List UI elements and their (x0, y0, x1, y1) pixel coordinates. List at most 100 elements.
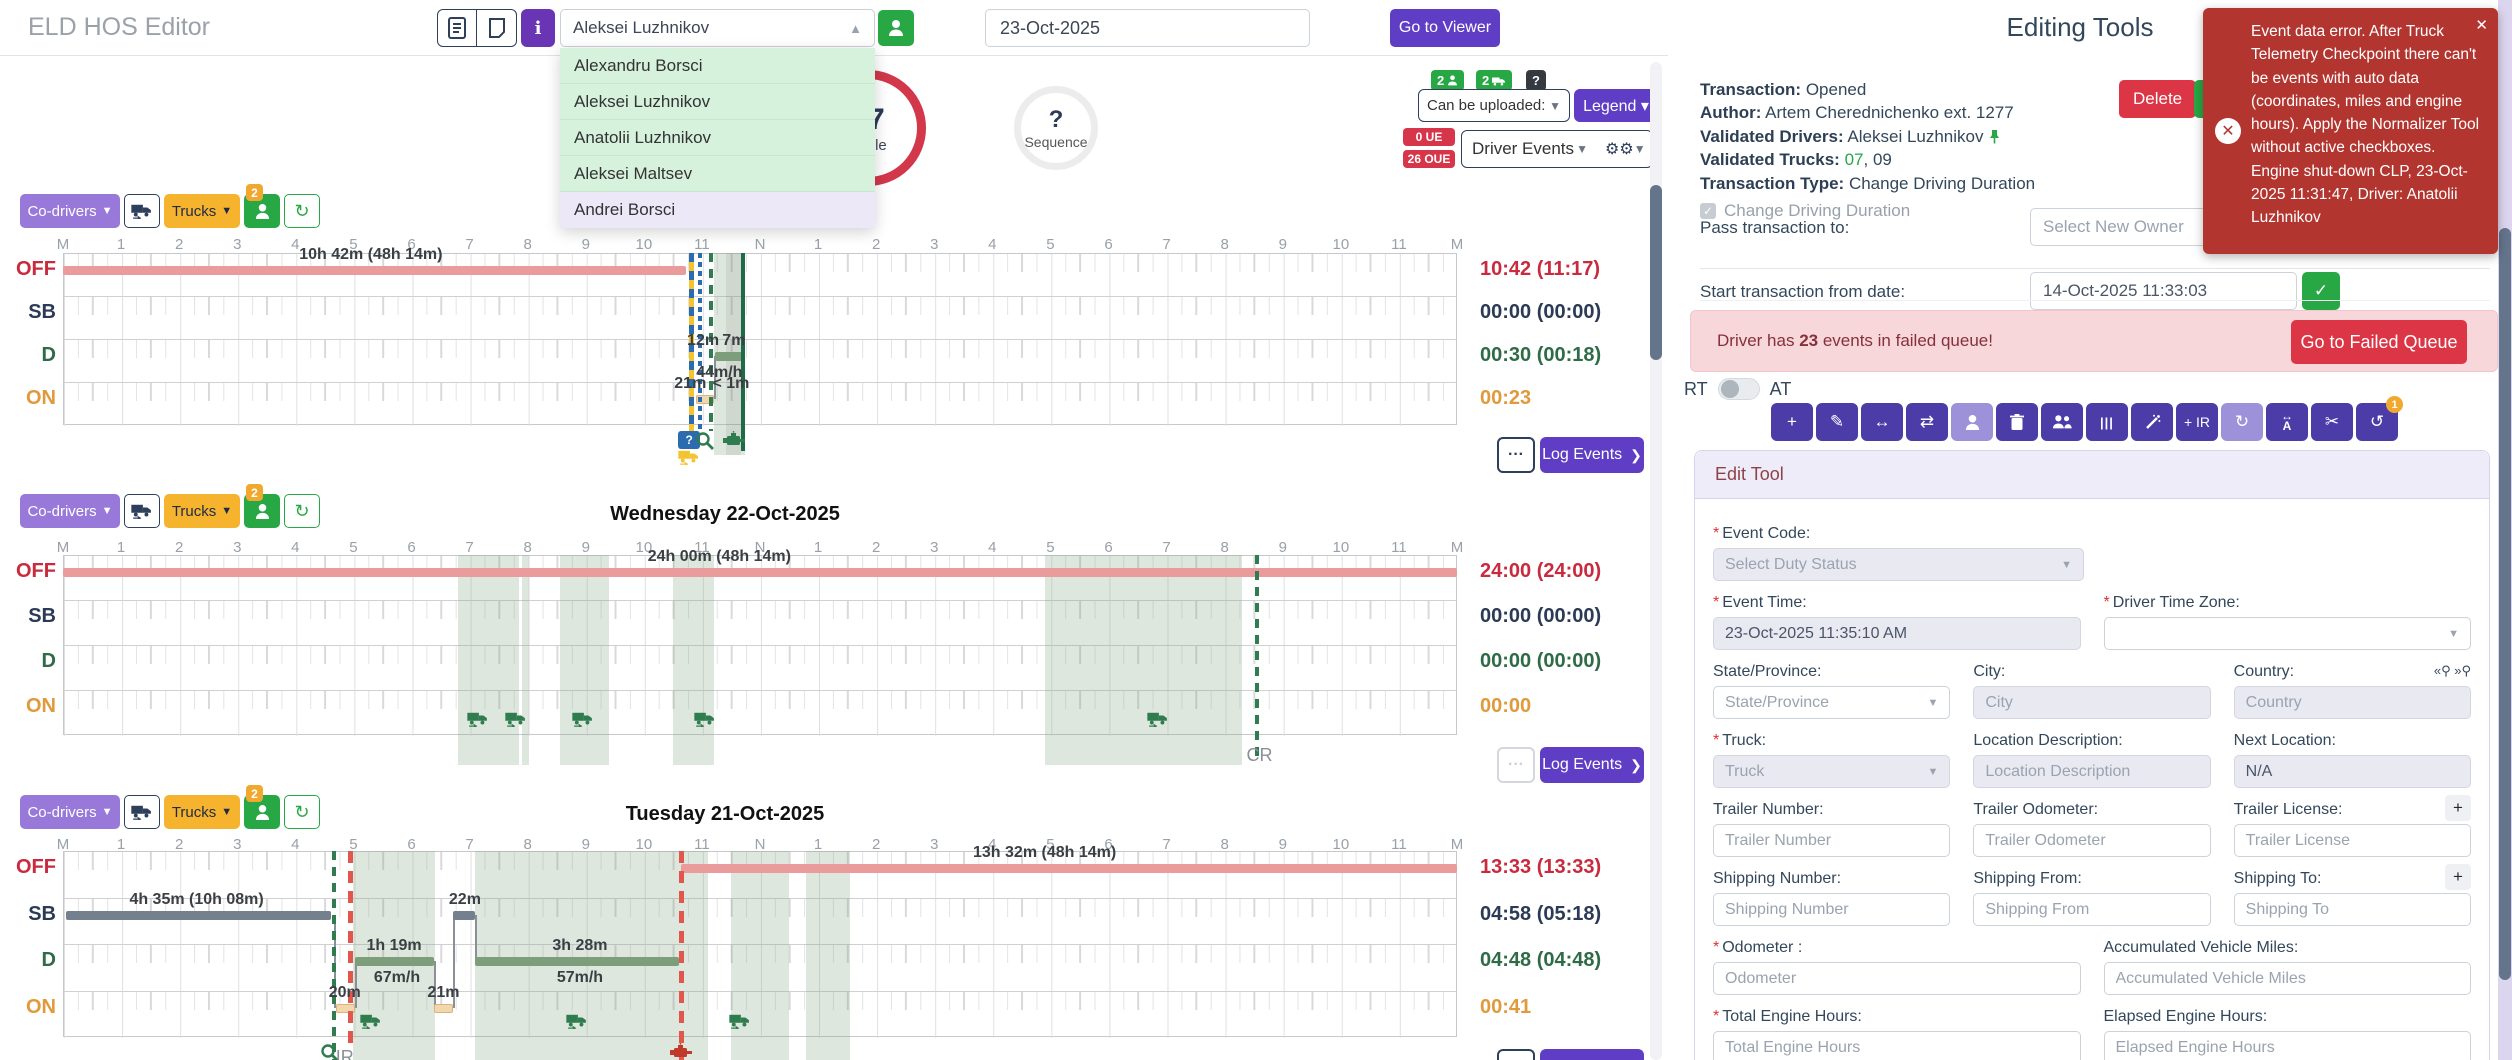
log-events-button[interactable]: Log Events❯ (1540, 437, 1644, 473)
pin-truck-icon[interactable]: ? (678, 431, 701, 465)
codrivers-dropdown-button[interactable]: Co-drivers ▼ (20, 494, 120, 528)
cut-event-button[interactable]: ✂ (2311, 403, 2353, 441)
undo-button[interactable]: ↺ 1 (2356, 396, 2403, 441)
codrivers-dropdown-button[interactable]: Co-drivers ▼ (20, 795, 120, 829)
duty-segment-off[interactable] (681, 864, 1457, 873)
truck-icon-button[interactable] (124, 795, 160, 829)
add-shipping-button[interactable]: + (2444, 864, 2471, 890)
event-marker-blueyellow[interactable] (688, 253, 694, 431)
duty-status-grid[interactable] (63, 555, 1457, 736)
engine-icon[interactable] (722, 431, 745, 449)
duty-status-grid[interactable] (63, 253, 1457, 426)
duty-segment-sb[interactable] (65, 910, 332, 920)
duty-status-grid[interactable] (63, 851, 1457, 1038)
truck-icon[interactable] (505, 711, 527, 727)
codriver-status-button[interactable]: 2 (244, 785, 280, 829)
trucks-dropdown-button[interactable]: Trucks ▼ (164, 795, 240, 829)
can-be-uploaded-select[interactable]: Can be uploaded: ▼ (1418, 89, 1570, 122)
truck-icon[interactable] (572, 711, 594, 727)
truck-icon-button[interactable] (124, 194, 160, 228)
odometer-input[interactable] (1713, 962, 2081, 995)
event-marker-reddash[interactable] (678, 851, 684, 1060)
accumulated-vehicle-miles-input[interactable] (2103, 962, 2471, 995)
swap-events-button[interactable]: ⇄ (1906, 403, 1948, 441)
truck-icon[interactable] (1147, 711, 1169, 727)
start-transaction-date-input[interactable]: 14-Oct-2025 11:33:03 (2030, 272, 2297, 310)
right-scrollbar-thumb[interactable] (2499, 228, 2511, 980)
duty-segment-on[interactable] (696, 395, 715, 404)
duty-segment-on[interactable] (433, 1003, 454, 1013)
co-drivers-button[interactable] (2041, 403, 2083, 441)
magnifier-icon[interactable] (320, 1043, 340, 1060)
note-icon-button[interactable] (477, 9, 517, 47)
driver-events-select[interactable]: Driver Events ▼ (1461, 130, 1599, 168)
chart-settings-select[interactable]: ⚙⚙ ▼ (1598, 130, 1653, 168)
shipping-from-input[interactable] (1973, 893, 2211, 926)
add-ir-button[interactable]: + IR (2176, 403, 2218, 441)
event-marker-reddash[interactable] (348, 851, 353, 1043)
event-marker-blue[interactable] (698, 253, 703, 431)
right-scrollbar[interactable] (2498, 0, 2512, 1060)
log-events-button[interactable]: Log Events❯ (1540, 747, 1644, 783)
trailer-license-input[interactable] (2233, 824, 2471, 857)
info-button[interactable]: i (521, 9, 555, 47)
magnifier-icon[interactable] (695, 431, 715, 451)
duty-segment-d[interactable] (714, 352, 745, 361)
refresh-chart-button[interactable]: ↻ (284, 194, 320, 228)
left-scrollbar[interactable] (1650, 62, 1662, 1060)
refresh-chart-button[interactable]: ↻ (284, 494, 320, 528)
normalizer-wand-button[interactable] (2131, 403, 2173, 441)
truck-icon-button[interactable] (124, 494, 160, 528)
duty-segment-d[interactable] (355, 957, 434, 966)
truck-icon[interactable] (360, 1013, 382, 1029)
driver-timezone-select[interactable]: ▼ (2103, 617, 2471, 650)
rt-at-toggle[interactable] (1717, 378, 1760, 400)
trailer-number-input[interactable] (1713, 824, 1951, 857)
duty-segment-sb[interactable] (453, 910, 476, 920)
driver-option[interactable]: Andrei Borsci (560, 192, 875, 228)
delete-button[interactable]: Delete (2119, 80, 2197, 118)
driver-option[interactable]: Anatolii Luzhnikov (560, 120, 875, 156)
truck-icon[interactable] (694, 711, 716, 727)
go-to-failed-queue-button[interactable]: Go to Failed Queue (2291, 320, 2467, 364)
log-events-button[interactable]: Log Events❯ (1540, 1049, 1644, 1060)
date-input[interactable] (985, 9, 1310, 47)
help-badge[interactable]: ? (1526, 70, 1546, 91)
shipping-number-input[interactable] (1713, 893, 1951, 926)
duty-segment-d[interactable] (475, 957, 679, 966)
close-icon[interactable]: ✕ (2475, 17, 2488, 34)
driver-option[interactable]: Aleksei Luzhnikov (560, 84, 875, 120)
duty-segment-on[interactable] (335, 1003, 356, 1013)
add-event-button[interactable]: + (1771, 403, 1813, 441)
comment-icon-button[interactable]: ··· (1497, 437, 1535, 473)
codrivers-dropdown-button[interactable]: Co-drivers ▼ (20, 194, 120, 228)
move-event-button[interactable]: ↔ (1861, 403, 1903, 441)
shipping-to-input[interactable] (2233, 893, 2471, 926)
legend-button[interactable]: Legend ▾ (1574, 89, 1658, 122)
driver-select[interactable]: Aleksei Luzhnikov ▲ (560, 9, 875, 47)
confirm-date-button[interactable]: ✓ (2302, 272, 2340, 310)
total-engine-hours-input[interactable] (1713, 1031, 2081, 1060)
go-to-viewer-button[interactable]: Go to Viewer (1390, 9, 1500, 47)
trucks-dropdown-button[interactable]: Trucks ▼ (164, 194, 240, 228)
event-time-input[interactable] (1713, 617, 2081, 650)
trucks-dropdown-button[interactable]: Trucks ▼ (164, 494, 240, 528)
truck-select[interactable]: Truck ▼ (1713, 755, 1951, 788)
truck-icon[interactable] (728, 1013, 751, 1029)
comment-icon-button[interactable]: ··· (1497, 1049, 1535, 1060)
edit-event-button[interactable]: ✎ (1816, 403, 1858, 441)
driver-profile-button[interactable] (878, 10, 914, 46)
truck-icon[interactable] (467, 711, 489, 727)
event-marker-greendash[interactable] (332, 851, 337, 1060)
location-pin-icons[interactable]: «⚲ »⚲ (2433, 663, 2471, 678)
add-trailer-button[interactable]: + (2444, 795, 2471, 821)
duty-segment-off[interactable] (63, 266, 686, 275)
trailer-odometer-input[interactable] (1973, 824, 2211, 857)
driver-option[interactable]: Aleksei Maltsev (560, 156, 875, 192)
truck-icon[interactable] (566, 1013, 588, 1029)
city-input[interactable] (1973, 686, 2211, 719)
duty-segment-off[interactable] (63, 568, 1457, 577)
codriver-status-button[interactable]: 2 (244, 484, 280, 528)
left-scrollbar-thumb[interactable] (1650, 185, 1662, 360)
country-input[interactable] (2233, 686, 2471, 719)
